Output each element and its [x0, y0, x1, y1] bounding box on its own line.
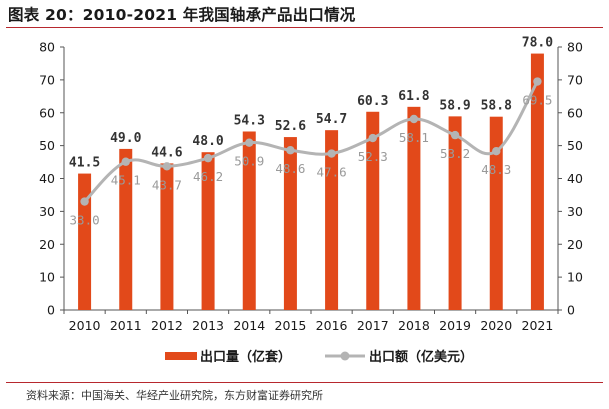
line-data-label: 69.5 [522, 93, 552, 108]
line-point [327, 149, 336, 158]
bar-data-label: 61.8 [398, 89, 429, 104]
bar [407, 106, 421, 311]
chart-axes: 0 10 20 30 40 50 60 70 80 0 10 20 30 40 50 60 70 80 [39, 40, 583, 318]
line-point [245, 138, 254, 147]
line-point [533, 77, 542, 86]
line-data-label: 47.6 [317, 165, 347, 180]
x-tick-label: 2010 [69, 318, 101, 333]
x-tick-label: 2012 [151, 318, 183, 333]
bar [119, 148, 133, 310]
bar [78, 173, 92, 310]
y-left-tick-label: 20 [39, 237, 55, 252]
line-point [162, 162, 172, 171]
x-tick-label: 2021 [522, 318, 554, 333]
line-point [203, 153, 213, 163]
line-data-label: 53.2 [440, 146, 470, 161]
line-point [450, 130, 460, 140]
legend-line-marker [340, 351, 350, 361]
y-right-tick-label: 50 [567, 138, 583, 153]
bar [448, 116, 462, 311]
legend-bar-swatch [165, 352, 197, 360]
line-data-labels: 33.0 45.1 43.7 46.2 50.9 48.6 47.6 52.3 58.1 53.2… [70, 93, 553, 228]
line-data-label: 48.6 [275, 161, 305, 176]
x-axis-tick-labels: 2010 2011 2012 2013 2014 2015 2016 2017 2018 2019… [63, 310, 559, 333]
bar-data-label: 54.3 [234, 113, 265, 128]
bar [489, 116, 503, 310]
line-data-label: 45.1 [111, 173, 141, 188]
x-tick-label: 2015 [275, 318, 307, 333]
x-tick-label: 2017 [357, 318, 389, 333]
y-left-tick-label: 30 [39, 204, 55, 219]
bar-data-label: 49.0 [110, 131, 141, 146]
legend-bar-label: 出口量（亿套） [200, 349, 291, 365]
line-data-label: 52.3 [358, 149, 388, 164]
x-tick-label: 2014 [233, 318, 265, 333]
y-right-tick-label: 70 [567, 72, 583, 87]
line-data-label: 48.3 [481, 162, 511, 177]
line-data-label: 46.2 [193, 169, 223, 184]
y-right-tick-label: 20 [567, 237, 583, 252]
y-right-tick-label: 60 [567, 105, 583, 120]
bar-data-labels: 41.5 49.0 44.6 48.0 54.3 52.6 54.7 60.3 61.8 58.9… [69, 36, 553, 171]
y-left-tick-label: 60 [39, 105, 55, 120]
bar [366, 111, 380, 310]
legend-line-label: 出口额（亿美元） [369, 349, 473, 365]
bar-data-label: 52.6 [275, 119, 306, 134]
bar [530, 53, 544, 310]
y-left-tick-label: 70 [39, 72, 55, 87]
bar [160, 163, 174, 310]
bar [283, 137, 297, 310]
y-right-tick-label: 40 [567, 171, 583, 186]
bar-data-label: 44.6 [151, 145, 182, 160]
x-tick-label: 2019 [439, 318, 471, 333]
source-bar: 资料来源：中国海关、华经产业研究院，东方财富证券研究所 [6, 382, 603, 407]
y-right-tick-label: 10 [567, 270, 583, 285]
bar [242, 131, 256, 310]
line-point [368, 133, 377, 143]
bar [325, 130, 339, 310]
y-left-tick-label: 50 [39, 138, 55, 153]
x-tick-label: 2020 [480, 318, 512, 333]
bar-data-label: 41.5 [69, 156, 100, 171]
line-point [492, 147, 501, 156]
y-right-tick-label: 80 [567, 40, 583, 55]
line-data-label: 43.7 [152, 177, 182, 192]
x-tick-label: 2018 [398, 318, 430, 333]
line-point [286, 146, 295, 155]
x-tick-label: 2013 [192, 318, 224, 333]
bar-data-label: 48.0 [192, 134, 223, 149]
y-left-tick-label: 40 [39, 171, 55, 186]
y-left-tick-label: 0 [47, 303, 55, 318]
bar-series [78, 53, 544, 311]
line-point [80, 197, 89, 206]
line-series [80, 77, 542, 206]
line-point [409, 114, 419, 124]
title-bar: 图表 20：2010-2021 年我国轴承产品出口情况 [6, 0, 603, 28]
legend: 出口量（亿套） 出口额（亿美元） [165, 349, 473, 365]
line-data-label: 33.0 [70, 213, 100, 228]
bar-data-label: 58.8 [481, 99, 512, 114]
x-tick-label: 2011 [110, 318, 142, 333]
line-data-label: 58.1 [399, 130, 429, 145]
line-point [121, 157, 130, 166]
source-note: 资料来源：中国海关、华经产业研究院，东方财富证券研究所 [26, 389, 323, 402]
y-right-tick-label: 0 [567, 303, 575, 318]
bar-data-label: 54.7 [316, 112, 347, 127]
bar-data-label: 60.3 [357, 94, 388, 109]
y-left-tick-label: 10 [39, 270, 55, 285]
x-tick-label: 2016 [316, 318, 348, 333]
bar-data-label: 78.0 [522, 36, 553, 51]
y-right-tick-label: 30 [567, 204, 583, 219]
bar-data-label: 58.9 [439, 98, 470, 113]
figure-title: 图表 20：2010-2021 年我国轴承产品出口情况 [8, 6, 356, 24]
y-left-tick-label: 80 [39, 40, 55, 55]
line-data-label: 50.9 [234, 154, 264, 169]
bar [201, 152, 215, 310]
